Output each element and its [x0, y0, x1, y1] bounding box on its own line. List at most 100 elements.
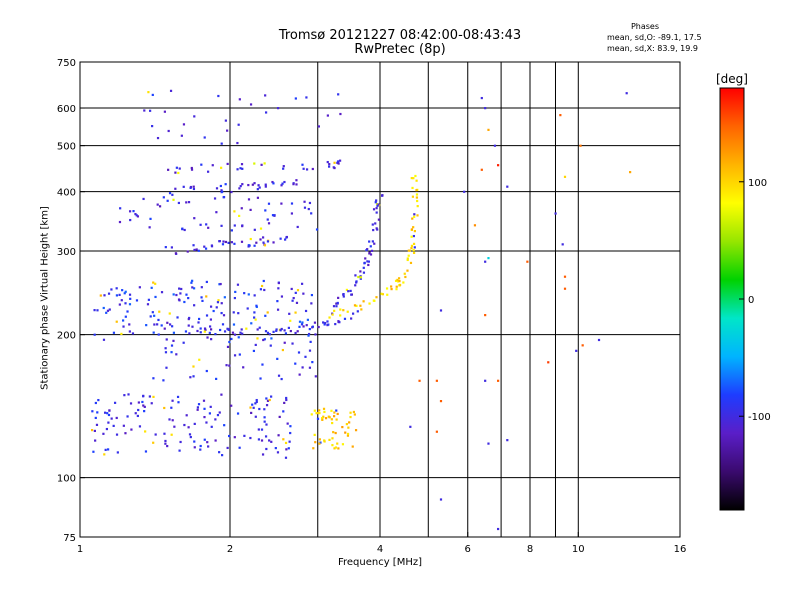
data-point [241, 332, 244, 335]
data-point [355, 304, 358, 307]
data-point [203, 407, 206, 410]
data-point [152, 441, 155, 444]
data-point [375, 296, 378, 299]
data-point [282, 410, 285, 413]
data-point [215, 377, 218, 381]
data-point [168, 323, 172, 326]
data-point [259, 288, 263, 291]
data-point [225, 364, 228, 367]
data-point [110, 417, 113, 420]
data-point [193, 422, 196, 425]
data-point [337, 296, 340, 299]
data-point [327, 323, 330, 326]
x-tick-label: 6 [465, 544, 471, 555]
data-point [226, 327, 229, 330]
y-tick-label: 300 [57, 247, 76, 258]
data-point [253, 182, 256, 185]
data-point [439, 498, 443, 501]
data-point [266, 240, 270, 243]
data-point [156, 136, 160, 140]
data-point [315, 228, 319, 231]
data-point [209, 305, 213, 308]
data-point [364, 257, 367, 260]
data-point [146, 303, 150, 306]
data-point [214, 439, 217, 442]
data-point [561, 243, 564, 246]
data-point [115, 320, 118, 323]
data-point [223, 296, 226, 299]
data-point [292, 183, 295, 186]
data-point [343, 317, 347, 320]
data-point [191, 279, 194, 282]
data-point [120, 332, 123, 336]
data-point [106, 412, 109, 415]
data-point [326, 160, 329, 164]
data-point [270, 337, 273, 340]
data-point [301, 163, 304, 166]
data-point [409, 261, 413, 265]
data-point [188, 332, 191, 335]
data-point [177, 171, 180, 175]
data-point [152, 331, 155, 334]
data-point [245, 327, 248, 330]
data-point [222, 240, 225, 243]
data-point [211, 164, 214, 167]
data-point [376, 228, 379, 231]
data-point [385, 287, 389, 290]
data-point [185, 414, 188, 417]
data-point [124, 302, 127, 305]
data-point [178, 449, 181, 452]
data-point [148, 226, 151, 229]
data-point [496, 527, 500, 531]
data-point [221, 243, 225, 246]
data-point [295, 179, 298, 182]
data-point [484, 260, 487, 263]
data-point [103, 411, 107, 414]
data-point [230, 337, 233, 341]
data-point [231, 331, 235, 334]
data-point [241, 183, 244, 186]
data-point [200, 286, 203, 289]
data-point [198, 358, 201, 361]
data-point [394, 279, 398, 282]
data-point [413, 229, 416, 233]
data-point [311, 360, 314, 364]
data-point [191, 325, 194, 328]
data-point [296, 289, 300, 292]
data-point [372, 208, 376, 211]
data-point [415, 193, 419, 196]
data-point [237, 123, 240, 126]
data-point [203, 330, 206, 333]
data-point [153, 323, 156, 326]
data-point [359, 277, 362, 280]
data-point [142, 395, 145, 398]
data-point [359, 304, 362, 307]
data-point [222, 195, 226, 199]
data-point [193, 440, 196, 443]
data-point [219, 328, 222, 332]
data-point [264, 330, 268, 333]
data-point [163, 110, 166, 113]
data-point [396, 278, 399, 282]
data-point [203, 136, 206, 139]
data-point [94, 416, 97, 420]
data-point [339, 314, 342, 317]
data-point [262, 241, 265, 244]
data-point [136, 414, 139, 418]
data-point [203, 245, 206, 248]
data-point [247, 244, 250, 247]
data-point [359, 270, 362, 273]
data-point [480, 168, 483, 171]
data-point [496, 379, 500, 382]
data-point [236, 283, 240, 286]
data-point [210, 245, 214, 248]
data-point [112, 331, 116, 334]
data-point [214, 418, 217, 421]
data-point [386, 293, 389, 296]
data-point [334, 446, 338, 449]
data-point [247, 183, 250, 187]
data-point [209, 405, 212, 408]
data-point [180, 134, 183, 137]
data-point [96, 411, 99, 414]
data-point [230, 241, 233, 244]
